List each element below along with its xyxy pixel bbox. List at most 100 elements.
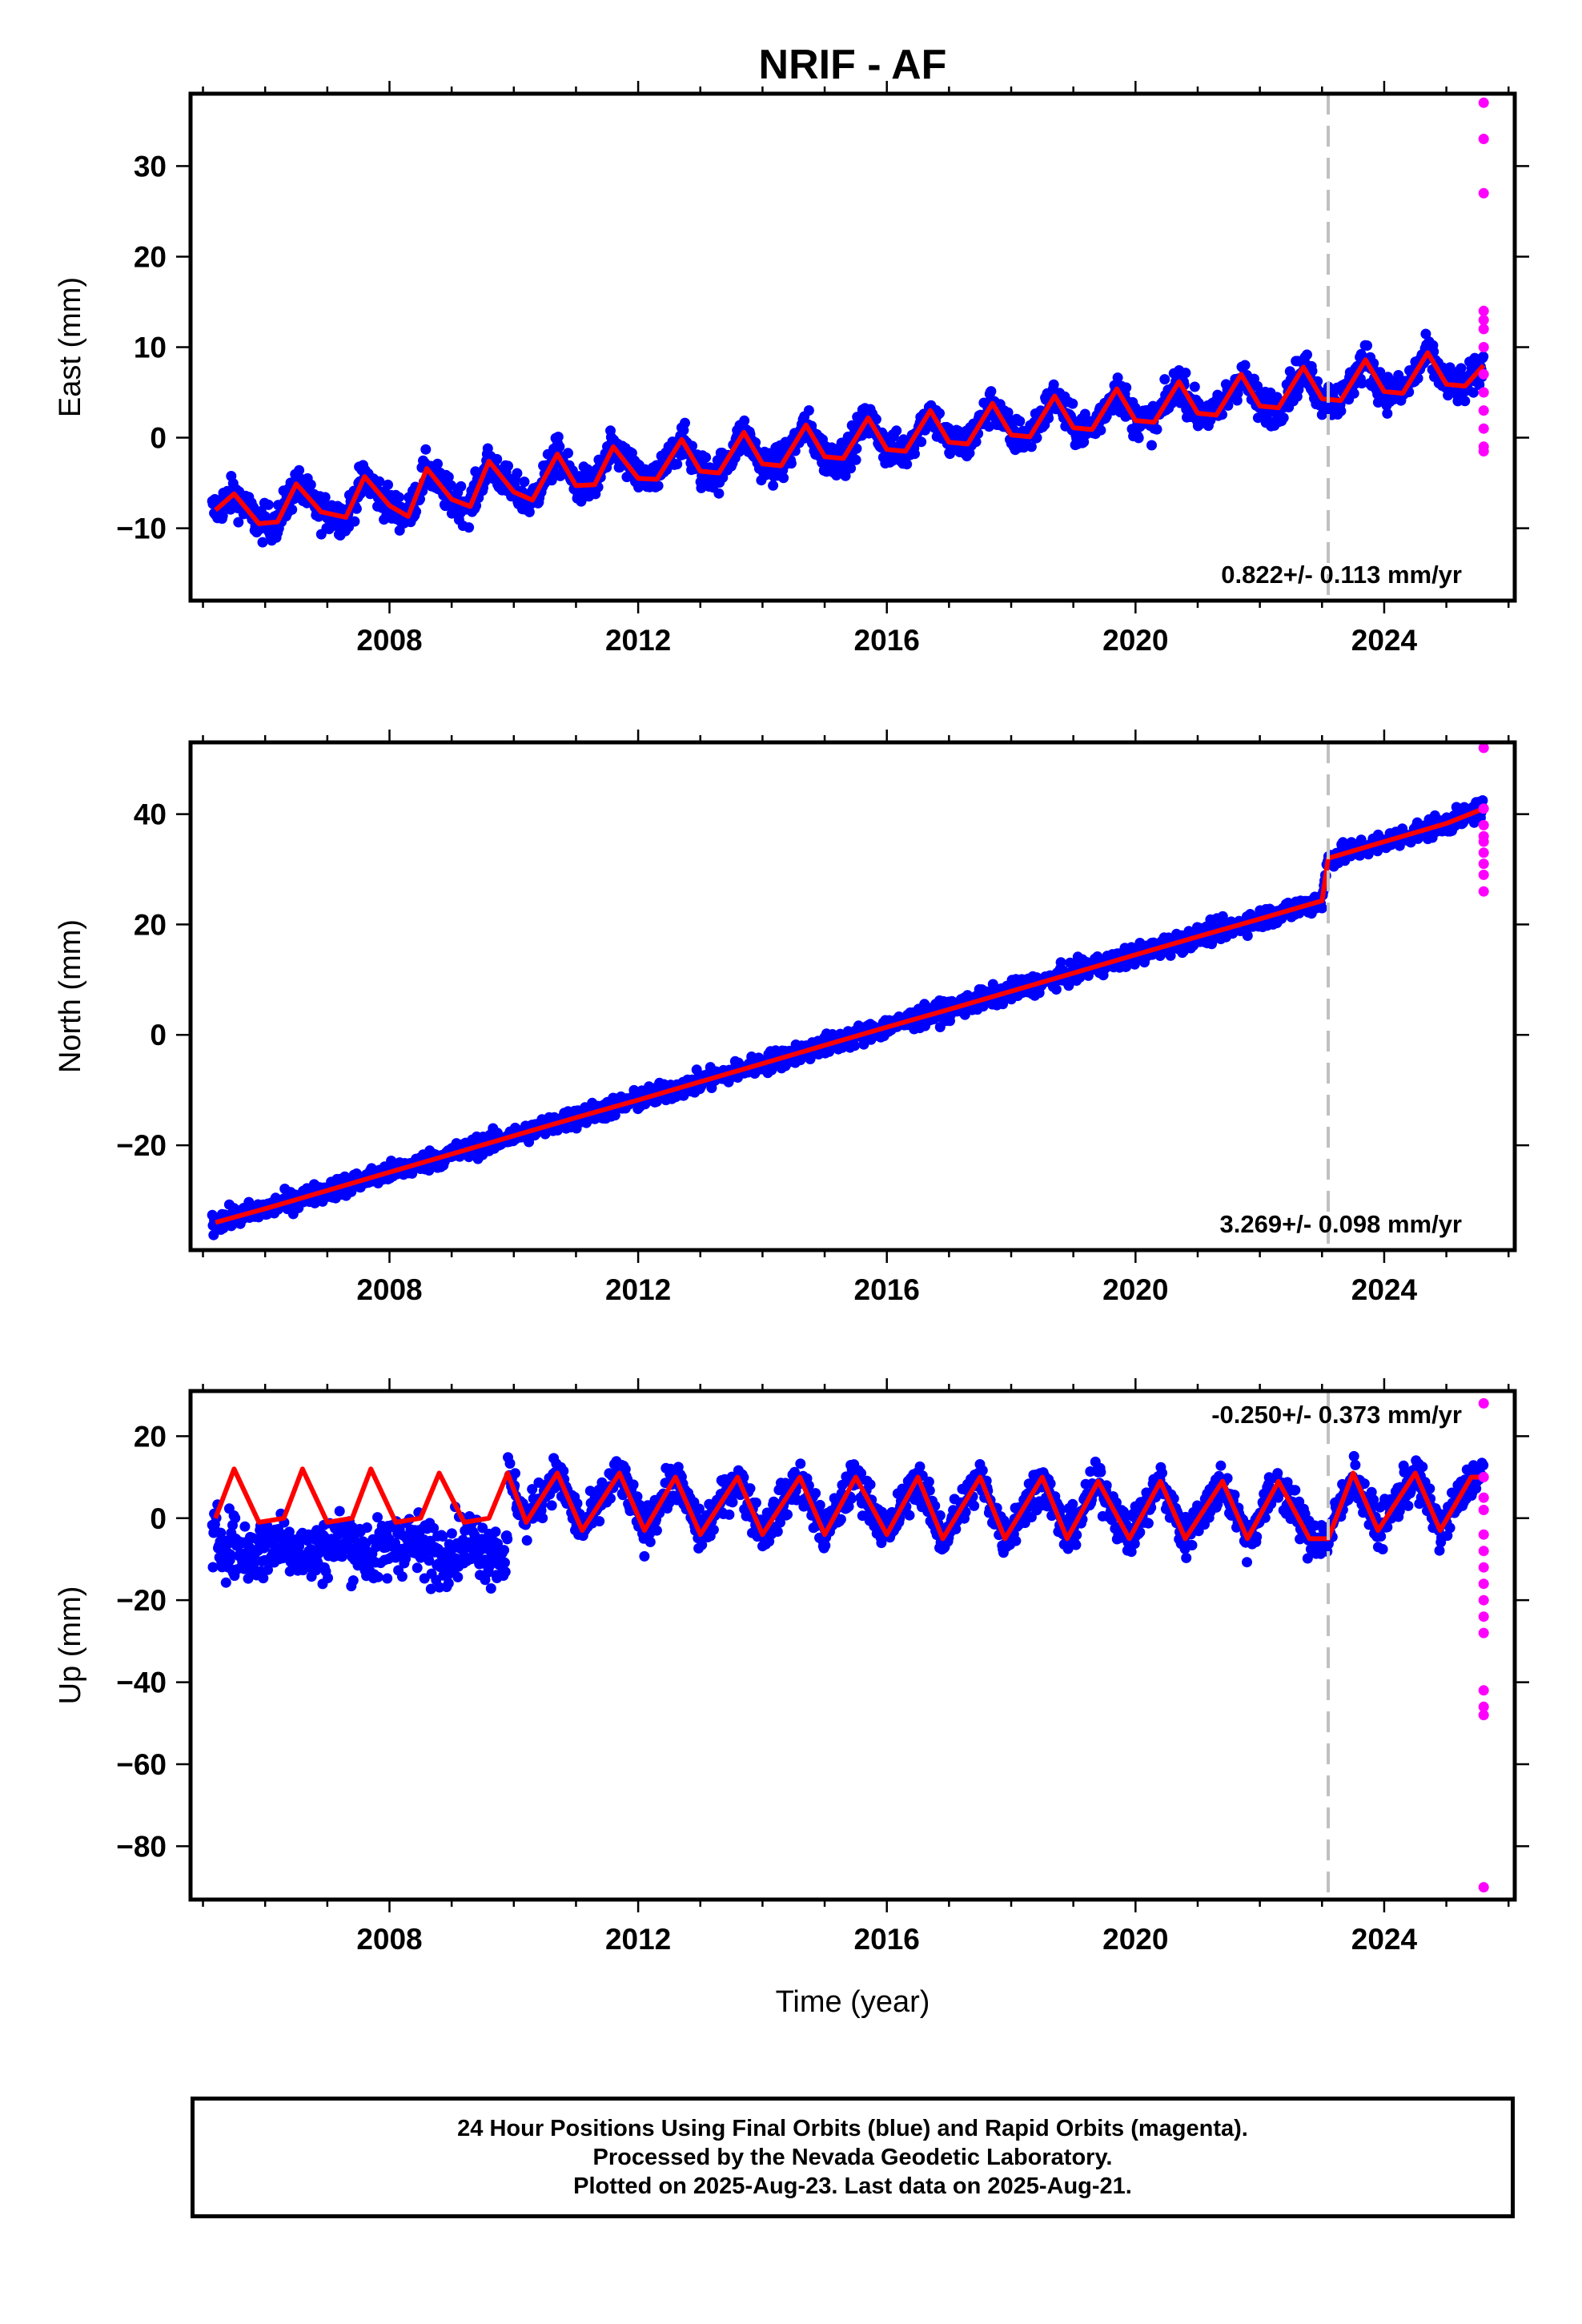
north-y-tick-label: 40	[134, 798, 167, 831]
east-rapid-point	[1478, 342, 1489, 352]
east-rapid-point	[1478, 134, 1489, 144]
north-model-fit-line	[215, 806, 1485, 1225]
up-final-point	[446, 1528, 457, 1539]
east-final-point	[383, 479, 393, 490]
north-y-tick-label: −20	[116, 1129, 167, 1162]
north-rapid-point	[1478, 847, 1489, 858]
up-final-point	[724, 1509, 735, 1520]
east-final-point	[983, 421, 994, 432]
east-rapid-orbit-points	[1478, 97, 1489, 456]
up-final-point	[537, 1513, 548, 1524]
east-final-point	[1239, 360, 1251, 371]
north-rapid-orbit-points	[1478, 742, 1489, 897]
east-final-orbit-points	[207, 328, 1489, 548]
up-plot-area	[207, 1397, 1489, 1893]
east-rapid-point	[1478, 368, 1489, 380]
up-final-point	[632, 1491, 643, 1502]
up-final-point	[239, 1521, 251, 1532]
up-final-point	[400, 1554, 411, 1564]
up-final-point	[782, 1509, 793, 1520]
east-final-point	[1362, 340, 1372, 351]
north-final-point	[1242, 931, 1253, 941]
up-final-point	[452, 1571, 464, 1582]
up-final-point	[382, 1573, 393, 1584]
north-x-tick-label: 2012	[605, 1273, 671, 1306]
up-final-point	[693, 1503, 705, 1514]
up-final-point	[708, 1524, 719, 1535]
north-rate-label: 3.269+/- 0.098 mm/yr	[1220, 1210, 1462, 1238]
east-final-point	[552, 432, 564, 442]
north-final-point	[849, 1040, 860, 1051]
north-plot-area	[207, 742, 1489, 1240]
east-final-point	[1043, 412, 1054, 424]
up-final-point	[727, 1497, 738, 1508]
east-x-tick-label: 2008	[356, 624, 422, 657]
east-final-point	[680, 417, 690, 428]
east-x-tick-label: 2024	[1351, 624, 1418, 657]
east-final-point	[891, 425, 902, 436]
up-final-point	[425, 1583, 436, 1594]
east-final-point	[563, 448, 573, 459]
up-final-point	[750, 1498, 761, 1508]
east-final-point	[1356, 378, 1367, 389]
east-rapid-point	[1478, 405, 1489, 416]
east-y-axis-label: East (mm)	[54, 277, 87, 417]
east-final-point	[851, 443, 862, 454]
up-final-point	[745, 1483, 756, 1494]
up-final-point	[372, 1571, 383, 1582]
east-final-point	[374, 476, 385, 487]
east-final-point	[1468, 387, 1479, 398]
east-final-point	[870, 414, 881, 425]
east-final-point	[294, 464, 305, 476]
east-frame	[188, 91, 1517, 603]
east-final-point	[803, 405, 814, 416]
up-final-point	[443, 1578, 454, 1589]
east-rapid-point	[1478, 97, 1489, 108]
up-final-point	[334, 1506, 345, 1517]
east-final-point	[554, 441, 565, 452]
east-final-point	[1456, 363, 1467, 374]
east-final-point	[916, 436, 927, 448]
east-rapid-point	[1478, 315, 1489, 326]
east-final-point	[393, 492, 404, 503]
east-final-point	[1112, 372, 1123, 384]
east-final-point	[456, 480, 467, 492]
east-final-point	[901, 459, 913, 470]
north-final-point	[1477, 795, 1488, 806]
north-rapid-point	[1478, 819, 1489, 830]
north-rapid-point	[1478, 869, 1489, 880]
north-x-tick-label: 2024	[1351, 1273, 1418, 1306]
up-final-point	[791, 1494, 802, 1506]
up-final-point	[810, 1488, 821, 1499]
east-final-point	[1048, 379, 1059, 390]
east-rapid-point	[1478, 324, 1489, 335]
east-y-tick-label: 20	[134, 240, 167, 273]
east-final-point	[850, 454, 861, 465]
up-final-point	[336, 1551, 347, 1562]
east-model-fit-line	[214, 350, 1486, 526]
up-final-point	[225, 1549, 236, 1560]
east-final-point	[546, 475, 557, 486]
up-final-point	[220, 1577, 231, 1588]
up-final-point	[323, 1573, 333, 1583]
east-x-tick-label: 2016	[854, 624, 920, 657]
up-final-point	[412, 1562, 423, 1574]
up-final-point	[258, 1573, 269, 1584]
up-final-point	[814, 1499, 825, 1510]
east-final-point	[1335, 405, 1347, 416]
east-final-point	[909, 448, 920, 460]
east-final-point	[713, 488, 725, 499]
up-final-point	[644, 1537, 656, 1547]
east-final-point	[1348, 388, 1359, 399]
east-final-point	[652, 480, 664, 492]
east-final-point	[217, 510, 228, 521]
east-final-point	[1284, 366, 1295, 377]
up-final-point	[504, 1458, 516, 1469]
east-final-point	[1474, 380, 1485, 390]
north-rapid-point	[1478, 803, 1489, 814]
east-final-point	[845, 463, 857, 474]
north-rapid-point	[1478, 858, 1489, 870]
up-final-point	[572, 1498, 583, 1509]
